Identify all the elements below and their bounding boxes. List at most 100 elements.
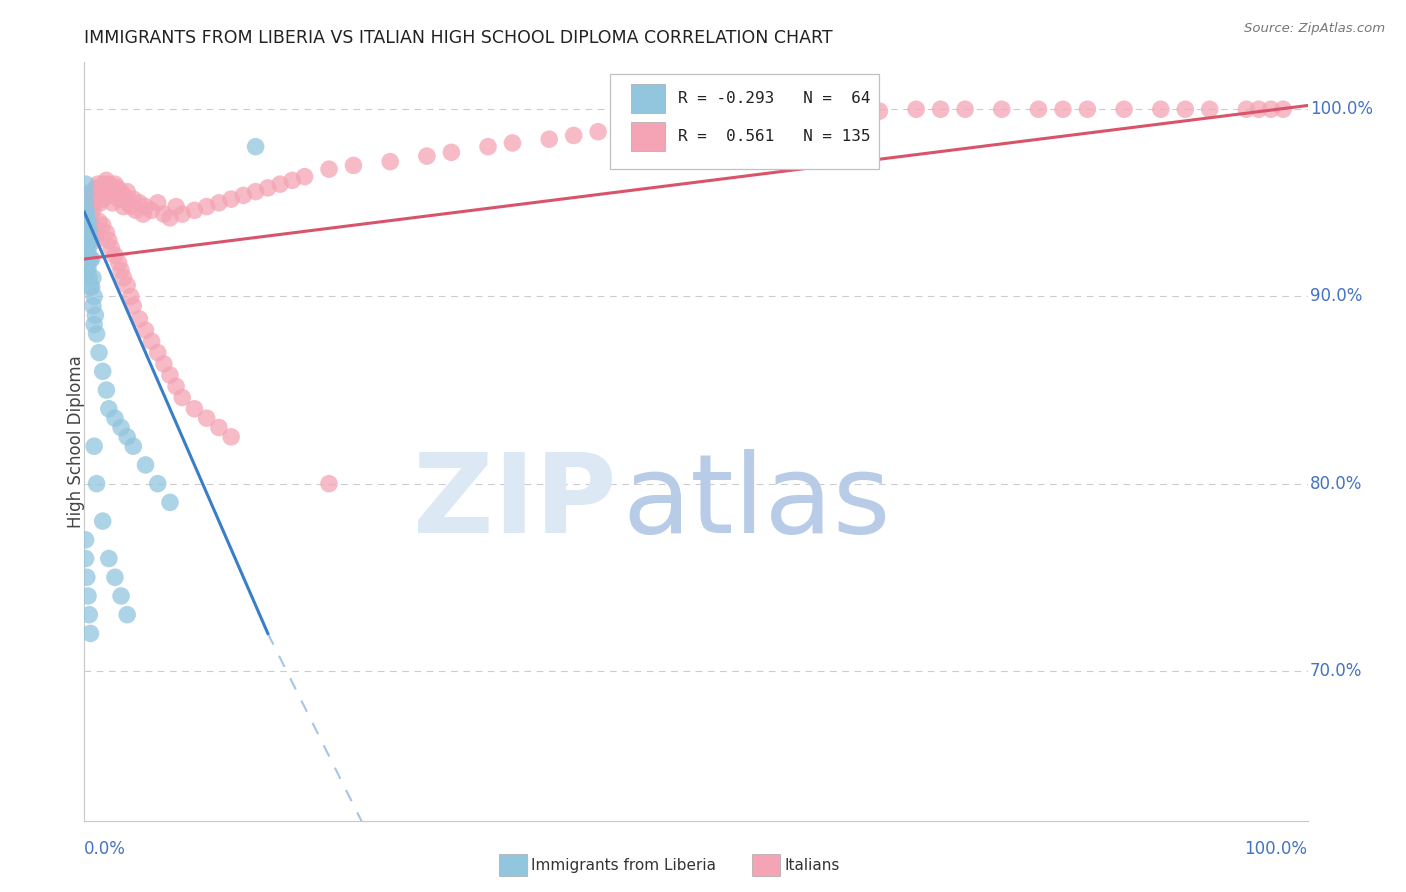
Point [87, 185, 110, 199]
Point [661, 117, 683, 131]
Point [75, 195, 97, 210]
Point [105, 181, 128, 195]
Point [77, 224, 100, 238]
Point [342, 158, 364, 172]
Point [281, 173, 304, 187]
Text: 70.0%: 70.0% [1310, 662, 1362, 680]
Point [929, 102, 952, 116]
Point [146, 195, 169, 210]
Point [91, 364, 114, 378]
Point [91, 192, 114, 206]
Point [86, 181, 108, 195]
Point [79, 207, 101, 221]
Point [86, 226, 108, 240]
Y-axis label: High School Diploma: High School Diploma [67, 355, 84, 528]
Point [624, 120, 647, 135]
Point [82, 203, 104, 218]
Point [76, 205, 98, 219]
Point [76, 224, 98, 238]
Point [183, 203, 205, 218]
Point [91, 181, 114, 195]
Point [77, 233, 100, 247]
Point [76, 270, 98, 285]
Point [97, 177, 120, 191]
Point [75, 214, 97, 228]
Point [100, 181, 122, 195]
Text: ZIP: ZIP [413, 449, 616, 556]
Point [502, 136, 524, 150]
Point [117, 195, 139, 210]
Point [115, 185, 138, 199]
Point [77, 607, 100, 622]
Point [953, 102, 976, 116]
Point [76, 195, 98, 210]
Point [208, 195, 231, 210]
Point [83, 222, 105, 236]
Point [75, 177, 97, 191]
Point [79, 252, 101, 266]
Point [538, 132, 561, 146]
Point [77, 200, 100, 214]
Point [75, 219, 97, 233]
Point [86, 326, 108, 341]
Point [318, 162, 340, 177]
Point [135, 458, 157, 472]
Point [416, 149, 439, 163]
Point [128, 312, 150, 326]
Point [77, 209, 100, 223]
Point [77, 589, 100, 603]
Text: IMMIGRANTS FROM LIBERIA VS ITALIAN HIGH SCHOOL DIPLOMA CORRELATION CHART: IMMIGRANTS FROM LIBERIA VS ITALIAN HIGH … [84, 29, 832, 47]
Point [80, 219, 103, 233]
Point [87, 214, 110, 228]
Text: 80.0%: 80.0% [1310, 475, 1362, 492]
Point [1198, 102, 1220, 116]
Point [82, 229, 104, 244]
Point [208, 420, 231, 434]
Point [96, 383, 118, 397]
Point [86, 476, 108, 491]
Point [1076, 102, 1098, 116]
Text: R =  0.561   N = 135: R = 0.561 N = 135 [678, 129, 870, 145]
Point [76, 205, 98, 219]
Point [77, 252, 100, 266]
Point [84, 233, 107, 247]
Point [120, 200, 142, 214]
Point [103, 186, 125, 201]
Point [1260, 102, 1282, 116]
Point [96, 226, 118, 240]
Point [84, 308, 107, 322]
Point [195, 411, 218, 425]
Point [232, 188, 254, 202]
Point [97, 233, 120, 247]
Point [91, 514, 114, 528]
Point [141, 334, 163, 349]
Point [172, 207, 194, 221]
Point [110, 589, 132, 603]
Point [83, 439, 105, 453]
Point [172, 391, 194, 405]
Point [79, 195, 101, 210]
Point [1236, 102, 1258, 116]
Point [269, 177, 291, 191]
Point [89, 195, 111, 210]
Point [991, 102, 1014, 116]
Point [245, 185, 267, 199]
Point [245, 139, 267, 153]
Point [96, 173, 118, 187]
Point [110, 420, 132, 434]
Point [107, 256, 129, 270]
Point [100, 241, 122, 255]
Point [75, 224, 97, 238]
Point [183, 401, 205, 416]
Point [869, 104, 891, 119]
Point [141, 203, 163, 218]
Point [86, 192, 108, 206]
Text: Italians: Italians [785, 858, 839, 872]
Point [135, 200, 157, 214]
Point [83, 195, 105, 210]
Point [83, 318, 105, 332]
Point [83, 183, 105, 197]
Point [844, 104, 866, 119]
Point [104, 411, 127, 425]
Point [82, 299, 104, 313]
